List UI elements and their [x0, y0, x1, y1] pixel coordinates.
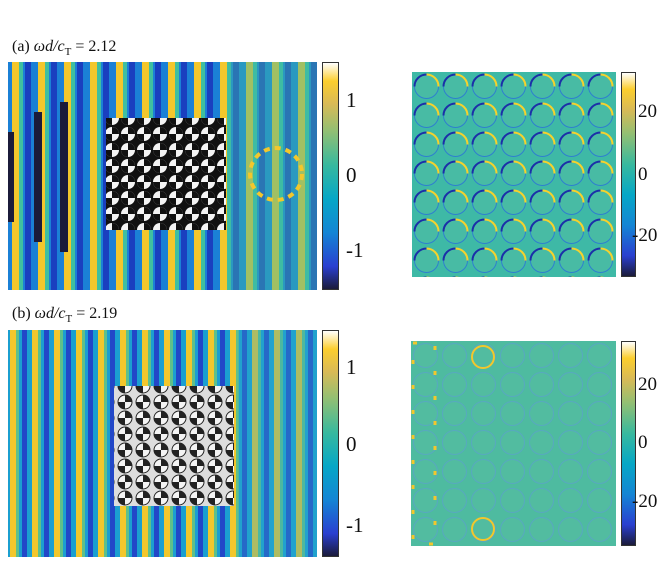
panel-a-right-tick-20: 20 [638, 101, 657, 122]
panel-a-label: (a) ωd/cT = 2.12 [12, 38, 116, 58]
panel-b-sub: T [65, 313, 73, 326]
panel-b-left-tick-1: 1 [346, 355, 357, 379]
panel-a-right-colorbar [621, 72, 636, 277]
panel-a-sub: T [64, 46, 72, 59]
panel-b-prefix: (b) [12, 305, 35, 322]
panel-a-right-tick-neg20: -20 [632, 225, 658, 246]
panel-a-prefix: (a) [12, 38, 34, 55]
panel-a-field-map [8, 62, 317, 290]
panel-b-left-colorbar [322, 330, 339, 557]
panel-b-left-tick-0: 0 [346, 432, 357, 456]
panel-a-expr: ωd/c [33, 38, 65, 55]
panel-b-expr: ωd/c [34, 305, 66, 322]
panel-b-right-tick-0: 0 [638, 432, 648, 453]
panel-b-left-tick-neg1: -1 [346, 513, 364, 537]
panel-a-left-tick-1: 1 [346, 88, 357, 112]
panel-a-left-tick-neg1: -1 [346, 238, 364, 262]
panel-a-right-tick-0: 0 [638, 164, 648, 185]
panel-a-left-tick-0: 0 [346, 163, 357, 187]
panel-a-value: = 2.12 [71, 38, 117, 55]
panel-a-left-colorbar [322, 62, 339, 290]
panel-b-value: = 2.19 [72, 305, 118, 322]
panel-b-right-tick-neg20: -20 [632, 491, 658, 512]
panel-b-right-colorbar [621, 341, 636, 546]
panel-b-right-tick-20: 20 [638, 374, 657, 395]
panel-b-displacement-map [411, 341, 616, 546]
panel-b-label: (b) ωd/cT = 2.19 [12, 305, 117, 325]
panel-b-field-map [8, 330, 317, 557]
panel-a-displacement-map [412, 72, 616, 277]
